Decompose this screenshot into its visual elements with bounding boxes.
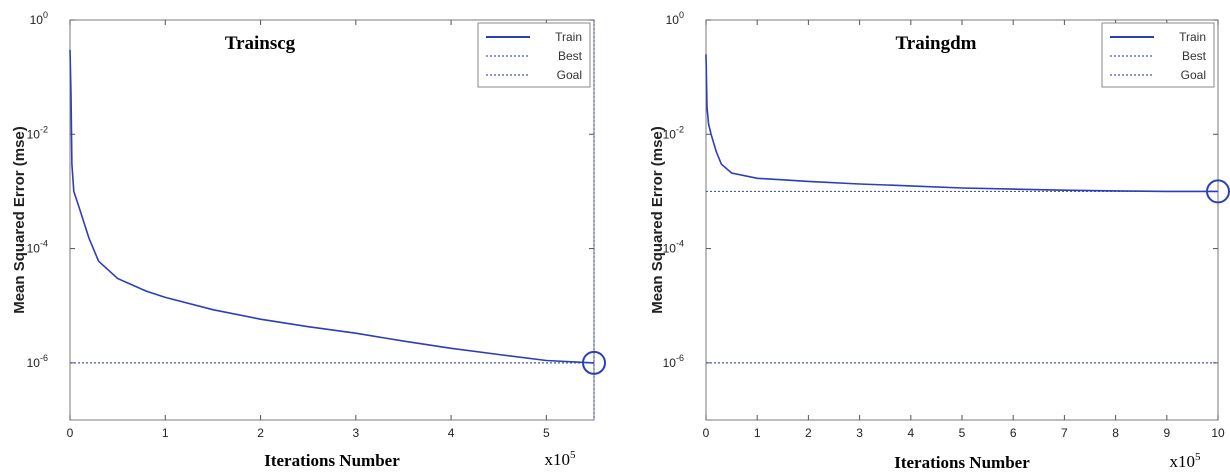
legend-label: Goal <box>557 68 582 82</box>
y-tick-base: 10 <box>27 242 41 256</box>
y-tick-exponent: -6 <box>40 353 48 363</box>
y-tick-base: 10 <box>663 127 677 141</box>
x-tick-label: 3 <box>352 426 359 440</box>
legend: Train Best Goal <box>1101 22 1215 88</box>
legend: Train Best Goal <box>477 22 591 88</box>
y-axis-label: Mean Squared Error (mse) <box>11 126 28 314</box>
chart-1: 0 1 2 3 4 5 6 7 8 9 1010010-210-410-6TrainBestGoal… <box>649 10 1230 472</box>
x-tick-label: 1 <box>162 426 169 440</box>
x-tick-label: 7 <box>1061 426 1068 440</box>
y-tick-label: 10-4 <box>663 239 684 256</box>
y-tick-label: 10-2 <box>663 124 684 141</box>
y-tick-exponent: 0 <box>679 10 684 20</box>
legend-box <box>477 22 591 88</box>
y-tick-base: 10 <box>27 356 41 370</box>
chart-0: 0 1 2 3 4 510010-210-410-6TrainBestGoalTrains… <box>11 10 606 470</box>
x-axis-label: Iterations Number <box>264 451 400 470</box>
best-point-marker <box>1206 179 1230 204</box>
y-tick-exponent: -2 <box>40 124 48 134</box>
x-tick-label: 5 <box>543 426 550 440</box>
y-tick-label: 10-4 <box>27 239 48 256</box>
y-tick-base: 10 <box>30 13 44 27</box>
y-tick-base: 10 <box>663 356 677 370</box>
y-axis-label: Mean Squared Error (mse) <box>649 126 666 314</box>
y-tick-exponent: -6 <box>676 353 684 363</box>
legend-label: Best <box>558 49 583 63</box>
x-tick-label: 5 <box>959 426 966 440</box>
x-axis-label: Iterations Number <box>894 453 1030 472</box>
train-line <box>705 54 1218 193</box>
chart-title: Trainscg <box>225 33 296 54</box>
y-tick-exponent: 0 <box>43 10 48 20</box>
train-line <box>69 49 595 364</box>
x-axis-multiplier: x105 <box>1170 451 1202 471</box>
y-tick-exponent: -4 <box>676 239 684 249</box>
y-tick-exponent: -2 <box>676 124 684 134</box>
y-tick-exponent: -4 <box>40 239 48 249</box>
x-tick-label: 0 <box>67 426 74 440</box>
multiplier-exponent: 5 <box>1195 451 1201 463</box>
y-tick-base: 10 <box>663 242 677 256</box>
legend-box <box>1101 22 1215 88</box>
legend-label: Best <box>1182 49 1207 63</box>
x-tick-label: 8 <box>1112 426 1119 440</box>
x-tick-label: 2 <box>257 426 264 440</box>
multiplier-exponent: 5 <box>570 449 576 461</box>
best-point-marker <box>582 350 606 375</box>
x-tick-label: 6 <box>1010 426 1017 440</box>
legend-label: Train <box>1179 30 1206 44</box>
x-tick-label: 1 <box>754 426 761 440</box>
legend-label: Goal <box>1181 68 1206 82</box>
x-axis-multiplier: x105 <box>545 449 577 469</box>
y-tick-label: 10-6 <box>663 353 684 370</box>
y-tick-label: 100 <box>30 10 48 27</box>
multiplier-base: x10 <box>1170 452 1196 471</box>
x-tick-label: 4 <box>907 426 914 440</box>
x-tick-label: 9 <box>1163 426 1170 440</box>
x-tick-label: 10 <box>1211 426 1225 440</box>
y-tick-label: 10-6 <box>27 353 48 370</box>
y-tick-label: 10-2 <box>27 124 48 141</box>
legend-label: Train <box>555 30 582 44</box>
x-tick-label: 0 <box>703 426 710 440</box>
multiplier-base: x10 <box>545 450 571 469</box>
x-tick-label: 2 <box>805 426 812 440</box>
y-tick-base: 10 <box>666 13 680 27</box>
y-tick-label: 100 <box>666 10 684 27</box>
x-tick-label: 4 <box>448 426 455 440</box>
chart-title: Traingdm <box>896 33 977 54</box>
x-tick-label: 3 <box>856 426 863 440</box>
y-tick-base: 10 <box>27 127 41 141</box>
